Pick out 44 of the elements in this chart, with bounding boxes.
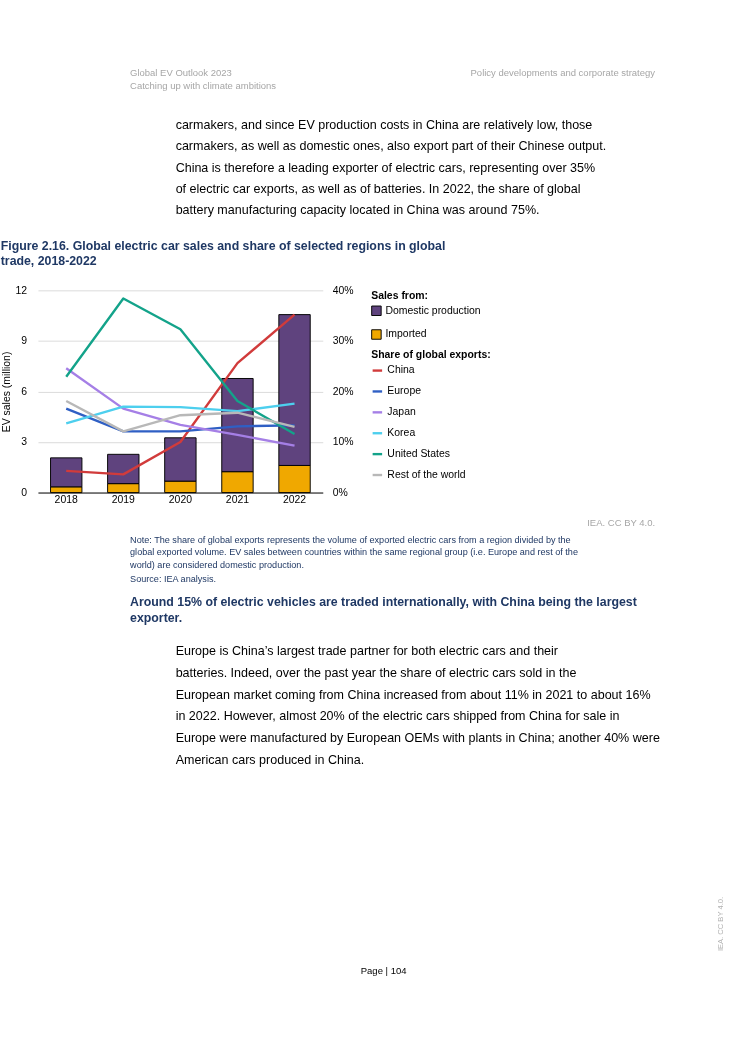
x-tick-label: 2019	[111, 494, 136, 506]
legend-label: Imported	[385, 328, 427, 340]
y-axis-title: EV sales (million)	[0, 351, 12, 433]
text: Catching up with climate ambitions	[130, 80, 277, 92]
text: carmakers, and since EV production costs in China are relatively low, those carmakers, as well as domestic ones, also export part of their Chinese output. China is therefore a leading exporter of electric cars, representing over 35% of electric car exports, as well as of batteries. In 2022, the share of global battery manufacturing capacity located in China was around 75%.	[175, 117, 607, 218]
line-series	[65, 402, 296, 425]
line-series	[65, 297, 296, 436]
y2-tick-label: 0%	[332, 486, 348, 498]
text: IEA. CC BY 4.0.	[716, 896, 726, 952]
text: Note: The share of global exports represents the volume of exported electric cars from a region divided by the global exported volume. EV sales between countries within the same regional group (i.e. Europe and rest of the world) are considered domestic production.	[129, 534, 578, 570]
line-series	[65, 367, 296, 447]
legend-label: Japan	[387, 406, 416, 418]
y-tick-label: 12	[15, 284, 28, 296]
legend-label: United States	[387, 447, 451, 459]
line-series	[65, 313, 296, 476]
source-note: Source: IEA analysis.	[130, 573, 216, 584]
legend-title: Sales from:	[371, 289, 429, 301]
x-tick-label: 2021	[225, 494, 250, 506]
chart-title: Figure 2.16. Global electric car sales and share of selected regions in global trade, 2018-2022	[0, 239, 446, 268]
text: Share of global exports:	[371, 348, 491, 360]
y2-tick-label: 20%	[332, 385, 354, 397]
y-tick-label: 6	[21, 385, 28, 397]
y2-tick-label: 30%	[332, 335, 354, 347]
text: Policy developments and corporate strategy	[470, 66, 656, 78]
text: Page | 104	[360, 964, 407, 976]
text: Europe is China’s largest trade partner for both electric cars and their batteries. Indeed, over the past year the share of electric cars sold in the European market coming from China increased from about 11% in 2021 to about 16% in 2022. However, almost 20% of the electric cars shipped from China for sale in Europe were manufactured by European OEMs with plants in China; another 40% were American cars produced in China.	[175, 643, 660, 768]
y-tick-label: 0	[21, 486, 28, 498]
x-tick-label: 2022	[282, 494, 307, 506]
y2-tick-label: 40%	[332, 284, 354, 296]
y2-tick-label: 10%	[332, 436, 354, 448]
x-tick-label: 2018	[54, 494, 79, 506]
line-series	[65, 407, 296, 433]
text: IEA. CC BY 4.0.	[587, 516, 656, 528]
legend-label: China	[387, 364, 415, 376]
legend-label: Rest of the world	[387, 468, 466, 480]
text: Global EV Outlook 2023	[130, 66, 232, 78]
legend-label: Domestic production	[385, 304, 481, 316]
y-tick-label: 3	[21, 436, 28, 448]
legend-label: Korea	[387, 427, 416, 439]
line-series	[65, 399, 296, 433]
legend-label: Europe	[387, 385, 422, 397]
y-tick-label: 9	[21, 335, 28, 347]
text: Around 15% of electric vehicles are traded internationally, with China being the largest exporter.	[130, 594, 637, 625]
x-tick-label: 2020	[168, 494, 193, 506]
